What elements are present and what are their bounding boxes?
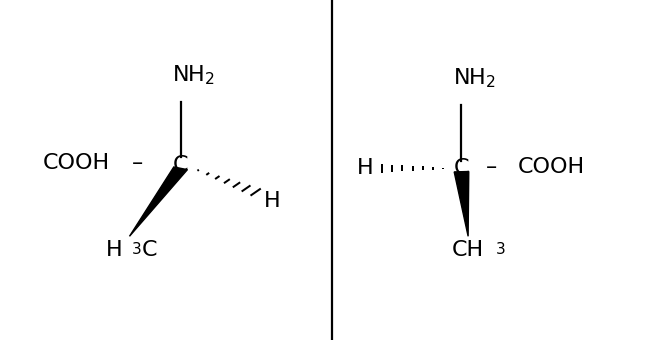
- Polygon shape: [129, 167, 187, 236]
- Text: 3: 3: [496, 242, 506, 257]
- Text: –: –: [131, 153, 143, 173]
- Text: COOH: COOH: [518, 157, 585, 176]
- Polygon shape: [454, 171, 469, 236]
- Text: H: H: [357, 158, 374, 178]
- Text: NH$_2$: NH$_2$: [454, 67, 496, 90]
- Text: –: –: [486, 157, 497, 176]
- Text: H: H: [264, 191, 280, 210]
- Text: 3: 3: [132, 242, 142, 257]
- Text: C: C: [141, 240, 157, 260]
- Text: C: C: [454, 158, 469, 178]
- Text: CH: CH: [452, 240, 484, 260]
- Text: C: C: [173, 155, 189, 175]
- Text: NH$_2$: NH$_2$: [173, 63, 215, 87]
- Text: H: H: [106, 240, 123, 260]
- Text: COOH: COOH: [43, 153, 110, 173]
